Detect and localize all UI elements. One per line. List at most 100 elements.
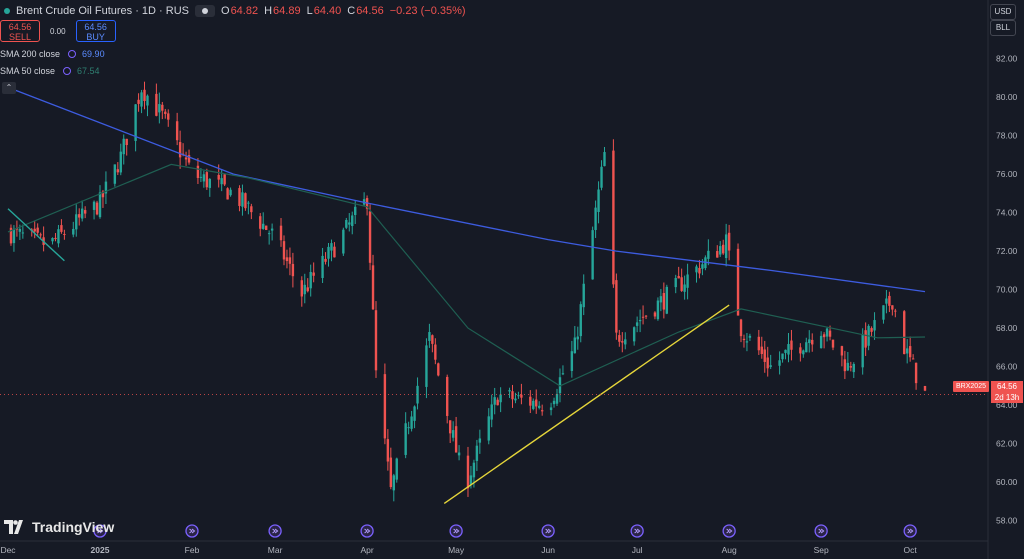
candle-body [205,172,209,188]
indicator-sma50-name: SMA 50 close [0,66,56,76]
candle-body [739,319,743,337]
candle-body [736,248,740,316]
candle-body [351,215,354,227]
event-marker-glyph [634,528,641,534]
candle-body [508,390,511,392]
high-value: 64.89 [273,5,301,17]
event-marker-glyph [189,528,196,534]
candle-body [125,138,128,146]
candle-body [724,234,728,259]
candle-body [466,455,470,489]
candle-body [321,255,324,278]
trendline-1 [7,208,65,262]
candle-body [802,350,805,355]
indicator-settings-icon[interactable] [68,50,77,58]
candle-body [698,267,701,274]
buy-button[interactable]: 64.56 BUY [75,20,116,42]
candle-body [386,439,390,462]
candle-body [80,208,84,219]
time-axis: Dec 2025 Feb Mar Apr May Jun Jul Aug Sep Oct [0,545,917,555]
last-price-value: 64.56 [996,382,1018,391]
candle-body [250,206,253,213]
candle-body [475,445,479,461]
currency-selector[interactable]: USD [990,4,1016,20]
y-tick-label: 66.00 [996,362,1018,372]
candle-body [612,150,615,285]
close-key: C [347,5,356,17]
y-tick-label: 60.00 [996,477,1018,487]
y-tick-label: 76.00 [996,169,1018,179]
y-tick-label: 74.00 [996,208,1018,218]
candle-body [446,376,449,416]
collapse-legend-button[interactable]: ⌃ [2,82,16,94]
candle-body [615,280,618,333]
x-tick-label: Aug [722,545,737,555]
trade-panel: 64.56 SELL 0.00 64.56 BUY [0,20,116,42]
candle-body [223,174,226,185]
candle-body [911,358,915,360]
candle-body [15,228,19,230]
candle-body [60,225,63,232]
candle-body [392,475,395,491]
indicator-settings-icon[interactable] [63,67,72,75]
candle-body [416,385,419,404]
candle-body [603,152,606,167]
candle-body [345,219,348,228]
candle-body [638,319,642,322]
bar-countdown: 2d 13h [994,393,1020,402]
candle-body [882,305,885,320]
candle-body [487,416,490,441]
close-value: 64.56 [356,5,384,17]
candle-body [241,192,244,207]
y-tick-label: 68.00 [996,323,1018,333]
candle-body [220,178,223,185]
candle-body [33,228,36,232]
candle-body [517,395,520,397]
candle-body [769,365,772,367]
event-marker-glyph [726,528,733,534]
candle-body [784,349,787,353]
candle-body [686,274,689,288]
candle-body [594,207,597,230]
candle-body [383,374,387,439]
candle-body [348,222,351,225]
candle-body [781,353,784,360]
candle-body [621,341,624,343]
candle-body [891,305,894,310]
candle-body [330,243,333,251]
candle-body [161,104,164,111]
candle-body [217,174,220,180]
candle-body [549,407,553,411]
indicator-sma200[interactable]: SMA 200 close 69.90 [0,49,105,59]
candle-body [63,233,66,235]
sell-button[interactable]: 64.56 SELL [0,20,40,42]
candle-body [757,336,761,351]
indicator-sma50[interactable]: SMA 50 close 67.54 [0,66,100,76]
x-tick-label: Oct [904,545,918,555]
price-axis: 58.00 60.00 62.00 64.00 66.00 68.00 70.00 72.00… [996,54,1018,526]
candle-body [244,193,247,209]
candle-body [680,277,683,291]
last-price-label: 64.56 2d 13h [991,381,1023,403]
tradingview-logo[interactable]: TradingView [4,519,114,535]
candle-body [306,287,309,292]
y-tick-label: 78.00 [996,131,1018,141]
candle-body [199,176,203,178]
candle-body [407,427,410,429]
x-tick-label: Apr [360,545,373,555]
candle-body [662,293,666,310]
sell-label: SELL [8,32,32,42]
unit-selector[interactable]: BLL [990,20,1016,36]
candle-body [238,188,241,206]
candle-body [288,257,292,264]
candle-body [760,346,763,355]
candle-body [18,228,22,232]
eye-icon[interactable] [195,5,215,17]
candle-body [270,228,274,231]
x-tick-label: Jun [541,545,555,555]
candle-body [175,121,179,141]
symbol-title[interactable]: Brent Crude Oil Futures · 1D · RUS [16,5,189,17]
candle-body [846,362,850,371]
candle-body [354,206,357,215]
